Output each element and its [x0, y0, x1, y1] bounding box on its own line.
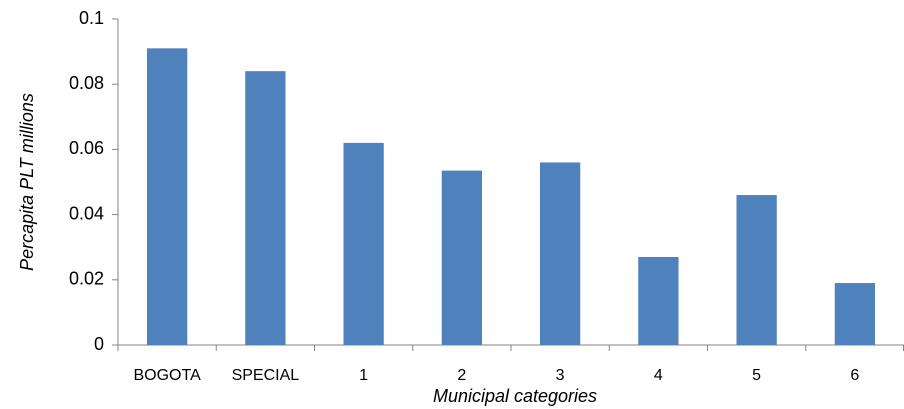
x-tick-label: 2	[457, 367, 466, 384]
y-tick-label: 0.04	[69, 203, 104, 223]
x-axis-title: Municipal categories	[433, 386, 597, 406]
y-tick-label: 0.1	[79, 8, 104, 28]
y-tick-label: 0.02	[69, 269, 104, 289]
bar	[343, 142, 384, 345]
y-tick-label: 0.06	[69, 138, 104, 158]
x-tick-label: BOGOTA	[133, 367, 201, 384]
x-tick-label: 4	[654, 367, 663, 384]
x-tick-label: 6	[850, 367, 859, 384]
bar	[834, 283, 876, 345]
bar	[638, 256, 679, 345]
bar	[539, 162, 581, 345]
y-axis-title: Percapita PLT millions	[17, 93, 37, 271]
y-tick-label: 0.08	[69, 73, 104, 93]
bar	[146, 48, 188, 346]
bar	[441, 170, 483, 345]
y-tick-label: 0	[94, 334, 104, 354]
bar	[245, 71, 286, 345]
x-tick-label: SPECIAL	[232, 367, 300, 384]
x-tick-label: 3	[556, 367, 565, 384]
x-tick-label: 1	[359, 367, 368, 384]
bar	[736, 195, 777, 345]
x-tick-label: 5	[752, 367, 761, 384]
